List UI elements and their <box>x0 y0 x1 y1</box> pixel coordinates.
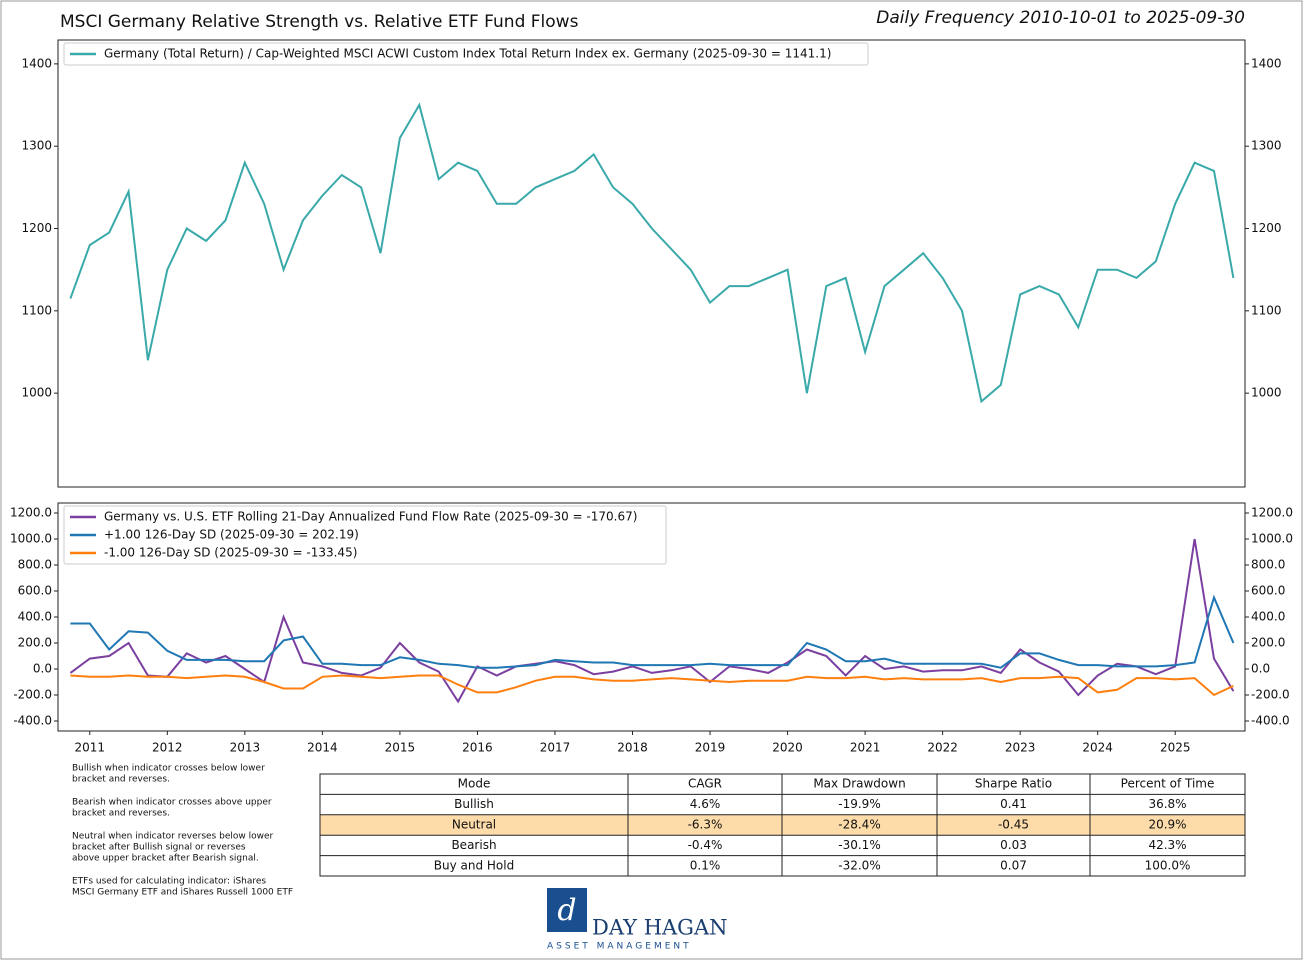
x-tick-label: 2012 <box>152 741 183 755</box>
note-line: Neutral when indicator reverses below lo… <box>72 832 273 842</box>
table-cell: 20.9% <box>1148 818 1186 832</box>
note-line: Bearish when indicator crosses above upp… <box>72 798 272 808</box>
legend-label: +1.00 126-Day SD (2025-09-30 = 202.19) <box>104 528 359 542</box>
y-tick-label: 200.0 <box>18 635 52 649</box>
x-tick-label: 2013 <box>230 741 261 755</box>
table-header: CAGR <box>688 777 722 791</box>
x-tick-label: 2023 <box>1005 741 1036 755</box>
x-tick-label: 2019 <box>695 741 726 755</box>
logo-glyph: d <box>557 893 576 928</box>
table-cell: 0.41 <box>1000 797 1027 811</box>
y-tick-label: -200.0 <box>1251 687 1290 701</box>
data-line <box>69 102 1235 404</box>
y-tick-label: 1100 <box>1251 303 1282 317</box>
data-line <box>70 594 1235 669</box>
note-line: Bullish when indicator crosses below low… <box>72 764 265 774</box>
table-cell: 4.6% <box>690 797 721 811</box>
table-header: Mode <box>458 777 491 791</box>
legend-label: Germany vs. U.S. ETF Rolling 21-Day Annu… <box>104 510 637 524</box>
data-line <box>70 674 1234 697</box>
x-tick-label: 2011 <box>75 741 106 755</box>
table-cell: Bearish <box>451 838 496 852</box>
table-cell: -28.4% <box>838 818 880 832</box>
table-cell: 0.1% <box>690 858 721 872</box>
legend-box <box>63 505 667 565</box>
y-tick-label: 200.0 <box>1251 635 1285 649</box>
y-tick-label: 1300 <box>21 139 52 153</box>
table-cell: -30.1% <box>838 838 880 852</box>
plot-area <box>57 39 1246 488</box>
y-tick-label: 800.0 <box>1251 558 1285 572</box>
table-cell: -19.9% <box>838 797 880 811</box>
y-tick-label: 800.0 <box>18 558 52 572</box>
note-line: above upper bracket after Bearish signal… <box>72 854 259 864</box>
y-tick-label: 1000 <box>21 386 52 400</box>
y-tick-label: 1400 <box>1251 56 1282 70</box>
table-cell: -0.45 <box>998 818 1029 832</box>
table-cell: 0.07 <box>1000 858 1027 872</box>
y-tick-label: 400.0 <box>18 610 52 624</box>
table-header: Percent of Time <box>1121 777 1215 791</box>
x-tick-label: 2017 <box>540 741 571 755</box>
y-tick-label: 1200 <box>21 221 52 235</box>
note-line: MSCI Germany ETF and iShares Russell 100… <box>72 888 293 898</box>
y-tick-label: 1000.0 <box>10 532 52 546</box>
chart-subtitle: Daily Frequency 2010-10-01 to 2025-09-30 <box>876 8 1245 28</box>
logo-mark <box>547 888 587 932</box>
table-header: Sharpe Ratio <box>975 777 1052 791</box>
y-tick-label: 1400 <box>21 56 52 70</box>
x-tick-label: 2014 <box>307 741 338 755</box>
x-tick-label: 2016 <box>462 741 493 755</box>
y-tick-label: 1000.0 <box>1251 532 1293 546</box>
logo-name: DAY HAGAN <box>592 916 728 940</box>
table-cell: -6.3% <box>688 818 723 832</box>
x-tick-label: 2020 <box>772 741 803 755</box>
y-tick-label: -200.0 <box>13 687 52 701</box>
table-cell: -32.0% <box>838 858 880 872</box>
table-cell: 36.8% <box>1148 797 1186 811</box>
logo-tagline: ASSET MANAGEMENT <box>547 942 692 952</box>
y-tick-label: 400.0 <box>1251 610 1285 624</box>
y-tick-label: 1200.0 <box>1251 506 1293 520</box>
x-tick-label: 2015 <box>385 741 416 755</box>
x-tick-label: 2025 <box>1160 741 1191 755</box>
legend-label: -1.00 126-Day SD (2025-09-30 = -133.45) <box>104 546 357 560</box>
table-cell: 42.3% <box>1148 838 1186 852</box>
y-tick-label: 1200.0 <box>10 506 52 520</box>
table-cell: Buy and Hold <box>434 858 514 872</box>
y-tick-label: 0.0 <box>33 661 52 675</box>
legend-box <box>63 42 869 66</box>
note-line: ETFs used for calculating indicator: iSh… <box>72 877 266 887</box>
note-line: bracket and reverses. <box>72 775 170 785</box>
legend-label: Germany (Total Return) / Cap-Weighted MS… <box>104 47 831 61</box>
x-tick-label: 2021 <box>850 741 881 755</box>
table-cell: Neutral <box>452 818 496 832</box>
chart-title: MSCI Germany Relative Strength vs. Relat… <box>60 12 579 32</box>
note-line: bracket and reverses. <box>72 809 170 819</box>
table-cell: 0.03 <box>1000 838 1027 852</box>
table-cell: 100.0% <box>1145 858 1191 872</box>
y-tick-label: 1000 <box>1251 386 1282 400</box>
logo: d DAY HAGAN ASSET MANAGEMENT <box>547 888 728 952</box>
y-tick-label: 1200 <box>1251 221 1282 235</box>
x-tick-label: 2024 <box>1082 741 1113 755</box>
y-tick-label: 1300 <box>1251 139 1282 153</box>
table-header: Max Drawdown <box>813 777 905 791</box>
table-cell: Bullish <box>454 797 494 811</box>
table-cell: -0.4% <box>688 838 723 852</box>
y-tick-label: -400.0 <box>13 713 52 727</box>
y-tick-label: 600.0 <box>1251 584 1285 598</box>
x-tick-label: 2022 <box>927 741 958 755</box>
y-tick-label: -400.0 <box>1251 713 1290 727</box>
y-tick-label: 0.0 <box>1251 661 1270 675</box>
y-tick-label: 1100 <box>21 303 52 317</box>
note-line: bracket after Bullish signal or reverses <box>72 843 246 853</box>
x-tick-label: 2018 <box>617 741 648 755</box>
y-tick-label: 600.0 <box>18 584 52 598</box>
